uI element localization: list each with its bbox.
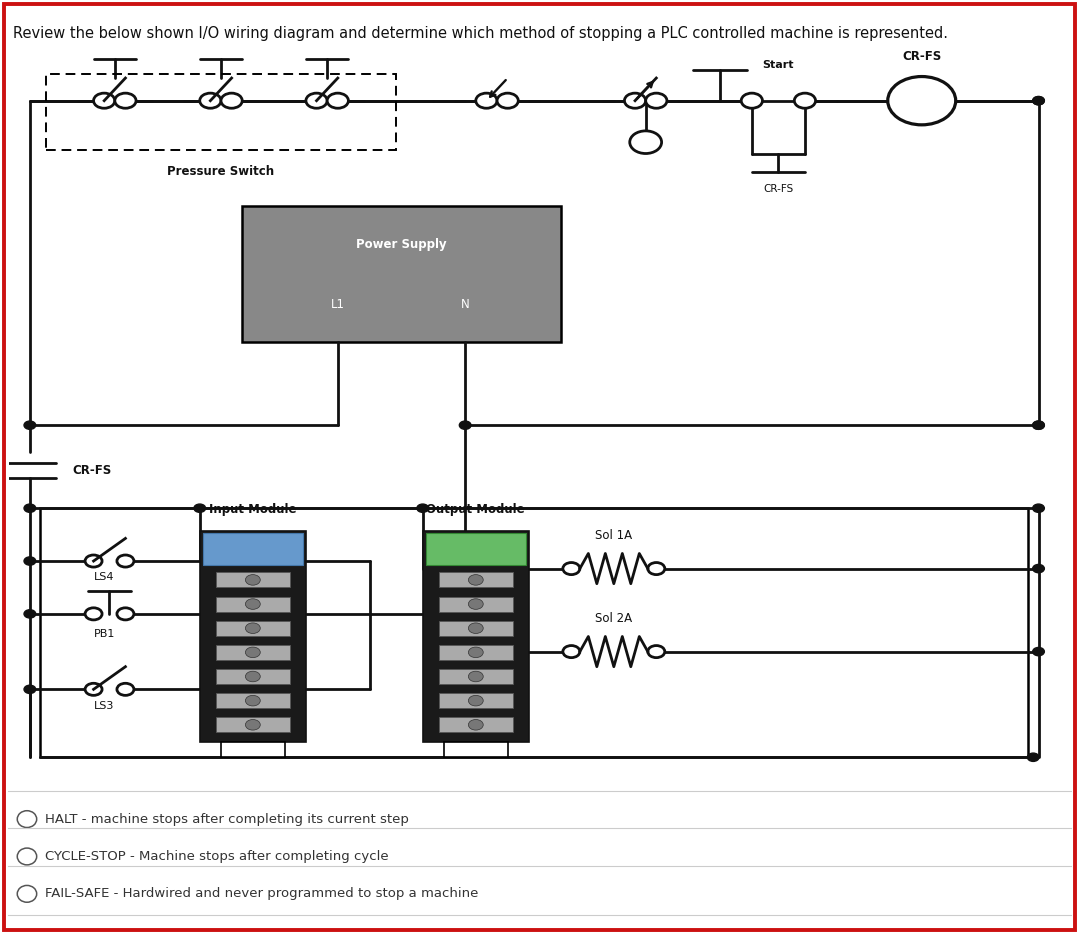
Text: Sol 1A: Sol 1A <box>596 530 632 542</box>
Text: CR-FS: CR-FS <box>763 184 793 193</box>
Circle shape <box>468 647 483 658</box>
Circle shape <box>94 93 114 108</box>
Bar <box>45 75 396 149</box>
Circle shape <box>468 719 483 730</box>
Circle shape <box>468 599 483 609</box>
Circle shape <box>221 93 242 108</box>
Bar <box>439 573 513 587</box>
Circle shape <box>85 684 103 696</box>
Bar <box>443 743 507 757</box>
Circle shape <box>306 93 327 108</box>
Bar <box>221 743 285 757</box>
Circle shape <box>245 647 260 658</box>
Circle shape <box>245 623 260 633</box>
Text: Input Module: Input Module <box>209 502 297 516</box>
Bar <box>216 597 290 612</box>
Circle shape <box>563 562 579 574</box>
Bar <box>216 621 290 636</box>
Circle shape <box>200 93 221 108</box>
Circle shape <box>194 504 206 513</box>
Circle shape <box>117 608 134 620</box>
Circle shape <box>245 696 260 706</box>
Text: L1: L1 <box>331 298 345 311</box>
Text: N: N <box>461 298 469 311</box>
Text: PB1: PB1 <box>94 629 114 639</box>
Bar <box>216 573 290 587</box>
Text: CR-FS: CR-FS <box>902 50 941 63</box>
Bar <box>439 644 513 660</box>
Circle shape <box>563 645 579 658</box>
Bar <box>216 669 290 684</box>
Circle shape <box>85 608 103 620</box>
Bar <box>439 597 513 612</box>
Bar <box>423 531 529 743</box>
Text: LS4: LS4 <box>94 573 114 583</box>
Circle shape <box>741 93 763 108</box>
Text: Power Supply: Power Supply <box>356 238 447 251</box>
Text: Sol 2A: Sol 2A <box>596 612 632 625</box>
Circle shape <box>117 684 134 696</box>
Circle shape <box>114 93 136 108</box>
Bar <box>426 533 525 565</box>
Bar <box>203 533 303 565</box>
Circle shape <box>468 574 483 586</box>
Text: Output Module: Output Module <box>426 502 525 516</box>
Circle shape <box>24 557 36 565</box>
Circle shape <box>476 93 497 108</box>
Circle shape <box>327 93 349 108</box>
Circle shape <box>1033 564 1044 573</box>
Circle shape <box>1027 753 1039 761</box>
Circle shape <box>85 555 103 567</box>
Circle shape <box>794 93 816 108</box>
Text: LS3: LS3 <box>94 700 114 711</box>
Text: Review the below shown I/O wiring diagram and determine which method of stopping: Review the below shown I/O wiring diagra… <box>13 26 948 41</box>
Bar <box>216 644 290 660</box>
Circle shape <box>468 672 483 682</box>
Circle shape <box>117 555 134 567</box>
Bar <box>216 717 290 732</box>
Circle shape <box>1033 421 1044 430</box>
Bar <box>439 621 513 636</box>
Circle shape <box>888 77 956 125</box>
Bar <box>439 669 513 684</box>
Text: HALT - machine stops after completing its current step: HALT - machine stops after completing it… <box>45 813 409 826</box>
Circle shape <box>630 131 661 153</box>
Circle shape <box>1033 504 1044 513</box>
Circle shape <box>245 574 260 586</box>
Circle shape <box>497 93 518 108</box>
Circle shape <box>645 93 667 108</box>
Circle shape <box>1033 647 1044 656</box>
Circle shape <box>24 686 36 693</box>
Bar <box>216 693 290 708</box>
Circle shape <box>24 504 36 513</box>
Bar <box>439 693 513 708</box>
Bar <box>200 531 306 743</box>
Bar <box>242 206 561 342</box>
Text: Start: Start <box>763 61 794 70</box>
Text: CYCLE-STOP - Machine stops after completing cycle: CYCLE-STOP - Machine stops after complet… <box>45 850 388 863</box>
Bar <box>439 717 513 732</box>
Circle shape <box>416 504 428 513</box>
Text: Pressure Switch: Pressure Switch <box>167 164 274 177</box>
Text: CR-FS: CR-FS <box>72 464 111 477</box>
Circle shape <box>245 599 260 609</box>
Circle shape <box>245 719 260 730</box>
Circle shape <box>468 623 483 633</box>
Circle shape <box>24 610 36 618</box>
Bar <box>41 508 1028 757</box>
Circle shape <box>1033 96 1044 105</box>
Circle shape <box>1033 96 1044 105</box>
Circle shape <box>647 562 665 574</box>
Circle shape <box>24 421 36 430</box>
Circle shape <box>468 696 483 706</box>
Circle shape <box>1033 421 1044 430</box>
Circle shape <box>460 421 472 430</box>
Circle shape <box>647 645 665 658</box>
Text: FAIL-SAFE - Hardwired and never programmed to stop a machine: FAIL-SAFE - Hardwired and never programm… <box>45 887 479 900</box>
Circle shape <box>245 672 260 682</box>
Circle shape <box>625 93 645 108</box>
